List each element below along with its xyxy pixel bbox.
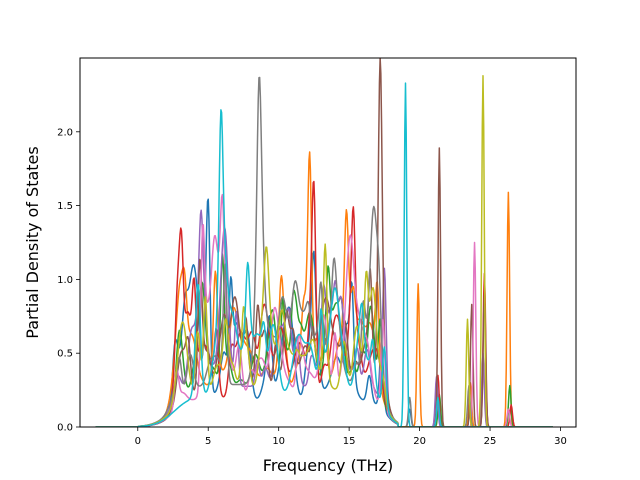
x-tick-label: 15 xyxy=(343,436,356,447)
plot-frame xyxy=(79,57,577,428)
y-tick-label: 2.0 xyxy=(57,127,73,138)
y-tick-label: 1.5 xyxy=(57,201,73,212)
y-tick-label: 0.0 xyxy=(57,423,73,434)
y-tick-label: 1.0 xyxy=(57,275,73,286)
series-line-9 xyxy=(95,74,553,427)
y-axis: 0.0 0.5 1.0 1.5 2.0 xyxy=(57,127,80,434)
x-tick-label: 20 xyxy=(413,436,426,447)
y-tick-label: 0.5 xyxy=(57,349,73,360)
x-tick-label: 25 xyxy=(484,436,497,447)
x-axis-title: Frequency (THz) xyxy=(263,456,393,475)
x-tick-label: 0 xyxy=(135,436,141,447)
series-layer xyxy=(95,58,553,427)
x-tick-label: 10 xyxy=(272,436,285,447)
y-axis-title: Partial Density of States xyxy=(23,146,42,338)
series-line-10 xyxy=(95,82,553,427)
series-line-7 xyxy=(95,193,553,427)
x-tick-label: 30 xyxy=(554,436,567,447)
x-axis: 0 5 10 15 20 25 30 xyxy=(135,427,567,447)
x-tick-label: 5 xyxy=(205,436,211,447)
